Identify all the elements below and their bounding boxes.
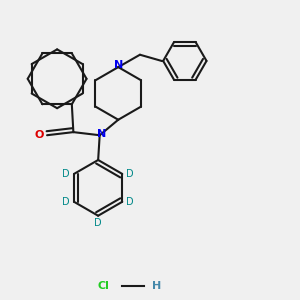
Text: Cl: Cl xyxy=(98,281,110,291)
Text: D: D xyxy=(62,169,70,179)
Text: D: D xyxy=(126,197,134,207)
Text: N: N xyxy=(114,60,123,70)
Text: O: O xyxy=(34,130,44,140)
Text: D: D xyxy=(126,169,134,179)
Text: H: H xyxy=(152,281,161,291)
Text: N: N xyxy=(97,129,106,139)
Text: D: D xyxy=(94,218,102,227)
Text: D: D xyxy=(62,197,70,207)
